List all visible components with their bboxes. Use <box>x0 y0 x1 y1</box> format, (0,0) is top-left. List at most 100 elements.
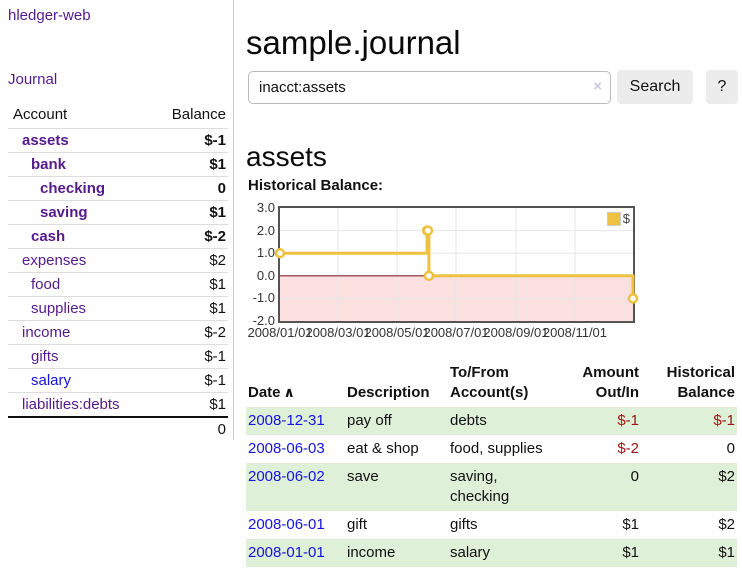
accounts-total-value: 0 <box>217 421 226 438</box>
account-heading: assets <box>246 141 327 173</box>
txn-date-link[interactable]: 2008-06-03 <box>248 440 325 457</box>
txn-accounts: gifts <box>450 516 478 533</box>
clear-search-icon[interactable]: × <box>593 77 602 95</box>
transactions-table: Date ∧ Description To/From Account(s) Amount… <box>246 361 737 567</box>
txn-date-link[interactable]: 2008-12-31 <box>248 412 325 429</box>
account-balance: $2 <box>209 252 226 269</box>
search-button[interactable]: Search <box>617 70 693 104</box>
txn-amount: $1 <box>556 539 641 567</box>
y-axis-tick-label: -1.0 <box>252 290 275 306</box>
x-axis-tick-label: 2008/01/01 <box>247 325 313 340</box>
chart-legend: $ <box>606 211 630 226</box>
account-balance: 0 <box>217 180 226 197</box>
account-balance: $1 <box>209 396 226 413</box>
txn-balance: $2 <box>718 516 735 533</box>
account-link[interactable]: checking <box>40 180 106 197</box>
account-link[interactable]: liabilities:debts <box>22 396 120 413</box>
search-bar: × Search ? <box>248 70 738 104</box>
txn-description: pay off <box>345 407 448 435</box>
y-axis-tick-label: 0.0 <box>256 267 275 283</box>
transaction-row: 2008-06-02 save saving, checking 0 $2 <box>246 463 737 511</box>
account-balance: $-1 <box>204 372 226 389</box>
account-link[interactable]: food <box>31 276 61 293</box>
column-header[interactable]: Amount Out/In <box>582 364 639 401</box>
accounts-header-account: Account <box>13 106 68 123</box>
x-axis-tick-label: 2008/07/01 <box>423 325 489 340</box>
account-link[interactable]: cash <box>31 228 66 245</box>
account-link[interactable]: income <box>22 324 71 341</box>
account-link[interactable]: saving <box>40 204 88 221</box>
account-row: supplies $1 <box>8 296 228 321</box>
search-input[interactable] <box>248 70 611 104</box>
chart-canvas <box>274 208 639 321</box>
x-axis-tick-label: 2008/03/01 <box>305 325 371 340</box>
transaction-row: 2008-01-01 income salary $1 $1 <box>246 539 737 567</box>
txn-date-link[interactable]: 2008-06-01 <box>248 516 325 533</box>
historical-balance-chart[interactable]: $ 3.0 2.0 1.0 0.0 -1.0 -2.0 2008/01/01 2008/03/… <box>247 199 737 341</box>
sort-ascending-icon: ∧ <box>283 384 295 400</box>
x-axis-tick-label: 2008/11/01 <box>542 325 608 340</box>
account-balance: $-2 <box>204 228 226 245</box>
txn-amount: $-2 <box>617 440 639 457</box>
page-title: sample.journal <box>246 24 461 62</box>
txn-date-link[interactable]: 2008-01-01 <box>248 544 325 561</box>
account-row: saving $1 <box>8 200 228 225</box>
txn-date-link[interactable]: 2008-06-02 <box>248 468 325 485</box>
account-balance: $1 <box>209 276 226 293</box>
account-link[interactable]: assets <box>22 132 69 149</box>
chart-title: Historical Balance: <box>248 177 384 194</box>
txn-description: income <box>345 539 448 567</box>
account-row: expenses $2 <box>8 248 228 273</box>
txn-balance: $2 <box>641 463 737 511</box>
txn-amount: 0 <box>556 463 641 511</box>
txn-accounts: debts <box>448 407 556 435</box>
txn-description: eat & shop <box>347 440 419 457</box>
txn-accounts: saving, checking <box>448 463 556 511</box>
legend-swatch-icon <box>606 211 621 226</box>
nav-journal-link[interactable]: Journal <box>8 71 58 88</box>
help-button[interactable]: ? <box>706 70 738 104</box>
chart-plot-area[interactable]: $ <box>274 206 639 323</box>
account-row: assets $-1 <box>8 128 228 153</box>
y-axis-tick-label: 1.0 <box>256 245 275 261</box>
txn-amount: $1 <box>622 516 639 533</box>
account-link[interactable]: expenses <box>22 252 87 269</box>
account-link[interactable]: salary <box>31 372 72 389</box>
column-header[interactable]: To/From Account(s) <box>450 364 529 401</box>
account-row: gifts $-1 <box>8 344 228 369</box>
y-axis-tick-label: 2.0 <box>256 222 275 238</box>
account-row: bank $1 <box>8 152 228 177</box>
txn-accounts: food, supplies <box>450 440 543 457</box>
account-balance: $1 <box>209 204 226 221</box>
txn-balance: $-1 <box>641 407 737 435</box>
txn-accounts: salary <box>448 539 556 567</box>
account-link[interactable]: bank <box>31 156 67 173</box>
account-balance: $1 <box>209 300 226 317</box>
account-balance: $-1 <box>204 132 226 149</box>
search-box: × <box>248 70 611 104</box>
account-row: checking 0 <box>8 176 228 201</box>
accounts-header-row: Account Balance <box>8 102 228 129</box>
y-axis-tick-label: 3.0 <box>256 200 275 215</box>
txn-description: gift <box>347 516 368 533</box>
account-link[interactable]: supplies <box>31 300 87 317</box>
brand-link[interactable]: hledger-web <box>8 7 91 24</box>
column-header[interactable]: Description <box>347 384 430 401</box>
account-balance: $-2 <box>204 324 226 341</box>
txn-balance: 0 <box>726 440 735 457</box>
legend-label: $ <box>622 211 630 226</box>
transaction-row: 2008-06-01 gift gifts $1 $2 <box>246 511 737 539</box>
accounts-header-balance: Balance <box>171 106 226 123</box>
transaction-row: 2008-06-03 eat & shop food, supplies $-2 0 <box>246 435 737 463</box>
account-row: salary $-1 <box>8 368 228 393</box>
column-header[interactable]: Date ∧ <box>248 384 295 401</box>
sidebar: hledger-web Journal Account Balance asse… <box>0 0 234 440</box>
account-link[interactable]: gifts <box>31 348 59 365</box>
column-header[interactable]: Historical Balance <box>666 364 735 401</box>
y-axis-tick-label: -2.0 <box>252 313 275 328</box>
x-axis-tick-label: 2008/09/01 <box>483 325 549 340</box>
account-row: income $-2 <box>8 320 228 345</box>
transaction-row: 2008-12-31 pay off debts $-1 $-1 <box>246 407 737 435</box>
txn-amount: $-1 <box>556 407 641 435</box>
